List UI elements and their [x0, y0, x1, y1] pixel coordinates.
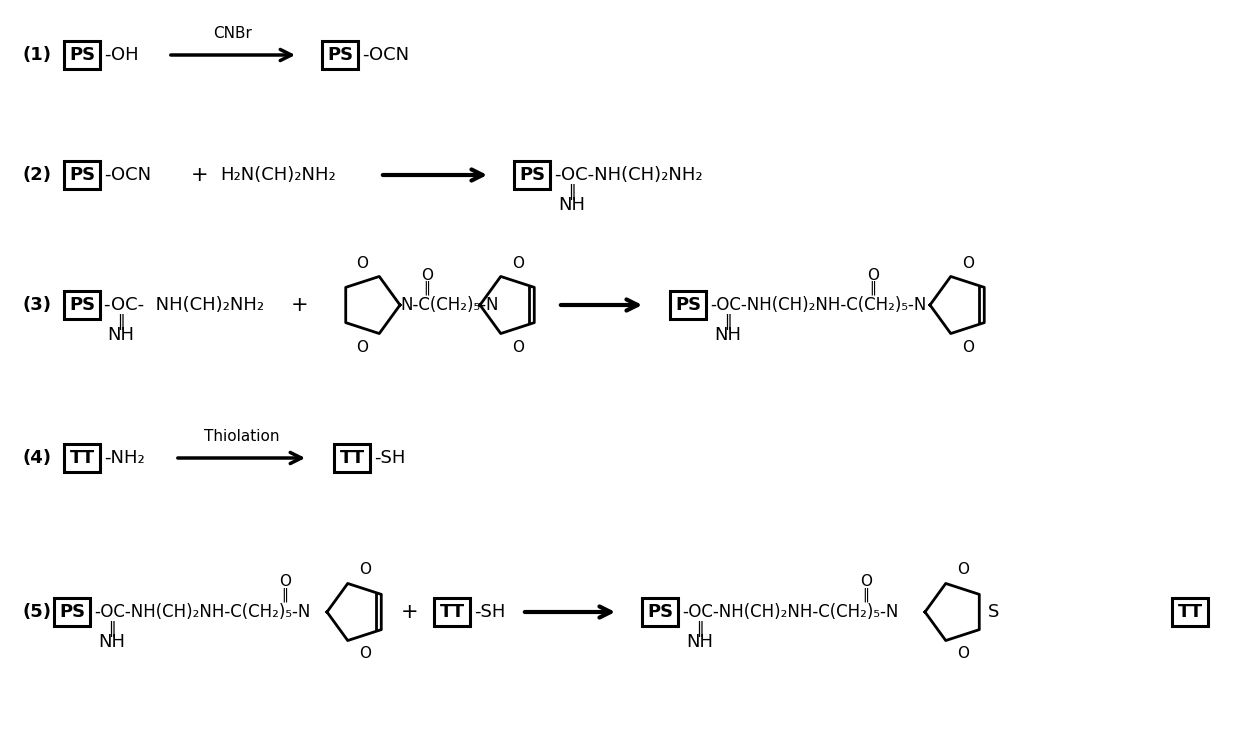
- Text: PS: PS: [69, 296, 95, 314]
- Text: CNBr: CNBr: [213, 26, 253, 41]
- Text: NH: NH: [687, 633, 713, 651]
- Text: -OC-NH(CH)₂NH₂: -OC-NH(CH)₂NH₂: [554, 166, 703, 184]
- Text: NH: NH: [714, 326, 742, 344]
- Text: -OH: -OH: [104, 46, 139, 64]
- Text: O: O: [279, 575, 291, 590]
- Text: NH: NH: [558, 196, 585, 214]
- Text: ‖: ‖: [108, 621, 115, 637]
- Text: -OCN: -OCN: [362, 46, 409, 64]
- Text: O: O: [360, 562, 371, 578]
- Text: (1): (1): [22, 46, 51, 64]
- Text: PS: PS: [675, 296, 701, 314]
- Text: (5): (5): [22, 603, 51, 621]
- Text: PS: PS: [647, 603, 673, 621]
- Text: O: O: [962, 255, 973, 270]
- Text: +: +: [402, 602, 419, 622]
- Text: ‖: ‖: [869, 281, 877, 295]
- Text: TT: TT: [340, 449, 365, 467]
- Text: -OC-NH(CH)₂NH-C(CH₂)₅-N: -OC-NH(CH)₂NH-C(CH₂)₅-N: [682, 603, 898, 621]
- Text: PS: PS: [327, 46, 353, 64]
- Text: ‖: ‖: [696, 621, 704, 637]
- Text: ‖: ‖: [424, 281, 430, 295]
- Text: O: O: [962, 340, 973, 355]
- Text: TT: TT: [439, 603, 465, 621]
- Text: -OCN: -OCN: [104, 166, 151, 184]
- Text: -SH: -SH: [474, 603, 506, 621]
- Text: H₂N(CH)₂NH₂: H₂N(CH)₂NH₂: [219, 166, 336, 184]
- Text: PS: PS: [69, 46, 95, 64]
- Text: (2): (2): [22, 166, 51, 184]
- Text: ‖: ‖: [724, 314, 732, 330]
- Text: O: O: [861, 575, 872, 590]
- Text: -SH: -SH: [374, 449, 405, 467]
- Text: -NH₂: -NH₂: [104, 449, 145, 467]
- Text: (4): (4): [22, 449, 51, 467]
- Text: O: O: [422, 267, 433, 282]
- Text: O: O: [867, 267, 879, 282]
- Text: ‖: ‖: [118, 314, 125, 330]
- Text: PS: PS: [60, 603, 86, 621]
- Text: O: O: [356, 340, 368, 355]
- Text: PS: PS: [69, 166, 95, 184]
- Text: -OC-NH(CH)₂NH-C(CH₂)₅-N: -OC-NH(CH)₂NH-C(CH₂)₅-N: [711, 296, 926, 314]
- Text: S: S: [988, 603, 999, 621]
- Text: ‖: ‖: [568, 184, 575, 200]
- Text: O: O: [356, 255, 368, 270]
- Text: NH: NH: [98, 633, 125, 651]
- Text: -OC-NH(CH)₂NH-C(CH₂)₅-N: -OC-NH(CH)₂NH-C(CH₂)₅-N: [94, 603, 310, 621]
- Text: PS: PS: [518, 166, 546, 184]
- Text: NH: NH: [108, 326, 134, 344]
- Text: O: O: [957, 646, 968, 661]
- Text: +: +: [291, 295, 309, 315]
- Text: ‖: ‖: [281, 587, 289, 602]
- Text: O: O: [512, 255, 525, 270]
- Text: (3): (3): [22, 296, 51, 314]
- Text: -OC-  NH(CH)₂NH₂: -OC- NH(CH)₂NH₂: [104, 296, 264, 314]
- Text: TT: TT: [1178, 603, 1203, 621]
- Text: N-C(CH₂)₅-N: N-C(CH₂)₅-N: [401, 296, 498, 314]
- Text: Thiolation: Thiolation: [203, 429, 279, 444]
- Text: O: O: [512, 340, 525, 355]
- Text: +: +: [191, 165, 208, 185]
- Text: ‖: ‖: [863, 587, 869, 602]
- Text: O: O: [360, 646, 371, 661]
- Text: O: O: [957, 562, 968, 578]
- Text: TT: TT: [69, 449, 94, 467]
